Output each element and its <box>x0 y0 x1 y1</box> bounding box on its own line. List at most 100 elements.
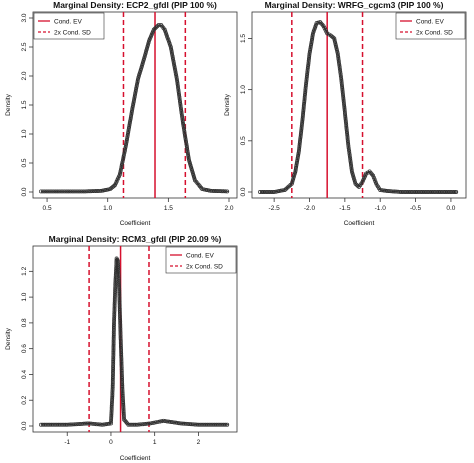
density-point <box>146 42 150 47</box>
density-point <box>299 131 303 135</box>
density-point <box>347 151 352 156</box>
plot-frame <box>251 11 467 199</box>
density-point <box>117 297 122 302</box>
density-point <box>72 422 77 427</box>
density-point <box>119 369 124 374</box>
density-point <box>94 189 99 193</box>
density-point <box>336 59 341 64</box>
density-point <box>111 335 116 340</box>
density-point <box>130 105 135 110</box>
density-point <box>117 303 122 308</box>
density-point <box>118 317 123 322</box>
density-point <box>110 394 115 399</box>
x-tick-label: -2.0 <box>304 205 316 212</box>
density-point <box>121 408 126 413</box>
density-point <box>180 120 185 125</box>
density-point <box>346 147 351 152</box>
density-point <box>173 69 178 74</box>
density-point <box>119 346 123 351</box>
density-point <box>381 188 386 193</box>
density-point <box>110 374 115 379</box>
density-point <box>120 394 125 399</box>
density-point <box>143 53 148 58</box>
density-point <box>110 380 115 384</box>
x-tick-label: -1.0 <box>375 205 387 212</box>
density-point <box>415 190 420 194</box>
density-point <box>300 118 305 123</box>
y-axis-label: Density <box>5 93 12 115</box>
density-point <box>119 165 124 170</box>
density-point <box>336 55 341 60</box>
density-point <box>336 53 340 58</box>
density-point <box>341 93 346 98</box>
density-point <box>133 92 137 97</box>
density-point <box>134 85 139 90</box>
density-point <box>156 23 161 27</box>
density-point <box>302 95 307 100</box>
density-point <box>126 131 130 136</box>
density-point <box>121 401 126 406</box>
density-point <box>166 419 171 424</box>
density-point <box>131 103 135 108</box>
density-point <box>164 32 169 37</box>
density-point <box>117 288 122 293</box>
density-point <box>342 108 347 113</box>
density-point <box>111 340 116 345</box>
density-point <box>177 95 182 99</box>
density-point <box>298 134 303 139</box>
legend: Cond. EV 2x Cond. SD <box>165 246 237 274</box>
density-point <box>118 324 123 329</box>
density-point <box>183 134 188 139</box>
density-point <box>118 170 123 175</box>
density-point <box>298 136 303 141</box>
density-point <box>163 29 168 34</box>
density-point <box>344 122 349 127</box>
density-point <box>298 138 303 143</box>
density-point <box>175 80 180 85</box>
x-tick-label: -1.5 <box>339 205 351 212</box>
density-point <box>39 189 43 194</box>
density-point <box>111 331 116 336</box>
density-point <box>117 301 122 306</box>
density-point <box>179 111 184 116</box>
density-point <box>172 66 177 71</box>
density-point <box>266 190 271 194</box>
density-point <box>182 127 187 132</box>
density-point <box>201 422 206 427</box>
density-point <box>167 39 171 44</box>
legend-entry-sd: 2x Cond. SD <box>186 264 223 271</box>
density-point <box>118 339 123 344</box>
density-point <box>63 422 68 427</box>
y-tick-label: 1.5 <box>240 34 247 43</box>
density-point <box>305 71 310 76</box>
density-point <box>112 311 117 316</box>
density-point <box>113 291 117 296</box>
density-point <box>65 422 70 427</box>
density-point <box>154 25 159 30</box>
density-point <box>343 111 347 116</box>
density-point <box>148 421 153 426</box>
density-point <box>178 104 183 109</box>
density-point <box>351 174 356 179</box>
density-series <box>39 23 230 194</box>
density-point <box>279 188 284 193</box>
density-point <box>44 189 49 194</box>
density-point <box>347 153 352 158</box>
density-line <box>41 24 230 192</box>
density-point <box>122 149 127 153</box>
y-tick-label: 2.5 <box>21 42 28 51</box>
density-point <box>303 91 308 96</box>
density-point <box>117 312 122 317</box>
density-point <box>261 190 266 194</box>
density-point <box>118 344 123 349</box>
y-tick-label: 0.0 <box>21 187 28 196</box>
density-point <box>304 80 309 85</box>
density-point <box>221 189 226 194</box>
density-point <box>167 41 172 46</box>
density-point <box>169 46 174 51</box>
density-point <box>134 87 138 92</box>
legend-entry-ev: Cond. EV <box>416 19 444 26</box>
density-point <box>112 313 117 318</box>
density-point <box>307 53 312 58</box>
density-point <box>116 266 121 271</box>
